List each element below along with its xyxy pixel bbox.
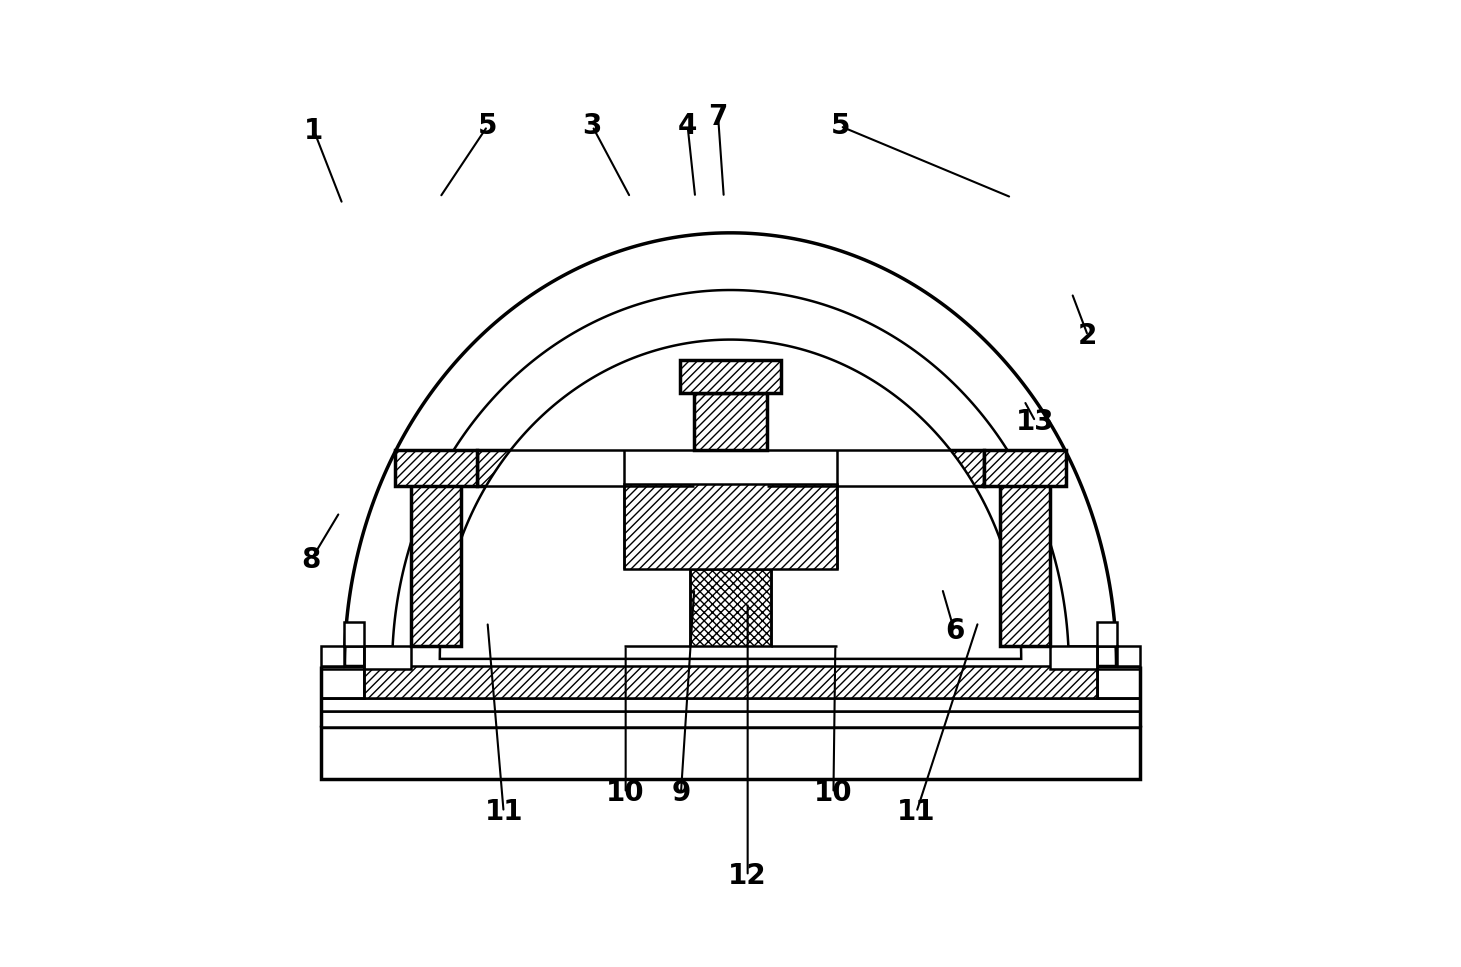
- Bar: [1001, 479, 1050, 646]
- Bar: [691, 570, 770, 646]
- Bar: [694, 393, 767, 451]
- Polygon shape: [1050, 646, 1097, 669]
- Bar: [411, 479, 460, 646]
- Polygon shape: [320, 622, 364, 666]
- Bar: [320, 698, 1141, 712]
- Text: 10: 10: [606, 779, 644, 807]
- Bar: [679, 360, 782, 393]
- Bar: [364, 646, 1097, 698]
- Text: 12: 12: [729, 863, 767, 891]
- Text: 8: 8: [301, 545, 321, 573]
- Text: 11: 11: [485, 799, 523, 827]
- Bar: [476, 451, 985, 486]
- Bar: [320, 712, 1141, 726]
- Text: 9: 9: [671, 779, 691, 807]
- Polygon shape: [320, 669, 364, 698]
- Text: 11: 11: [897, 799, 935, 827]
- Text: 5: 5: [478, 112, 497, 140]
- Text: 3: 3: [583, 112, 602, 140]
- Bar: [985, 451, 1067, 486]
- Text: 13: 13: [1017, 407, 1055, 435]
- Bar: [624, 484, 837, 570]
- Text: 2: 2: [1078, 322, 1097, 350]
- Text: 5: 5: [830, 112, 850, 140]
- Text: 1: 1: [304, 117, 324, 145]
- Text: 10: 10: [814, 779, 853, 807]
- Bar: [394, 451, 476, 486]
- Polygon shape: [1097, 669, 1141, 698]
- Polygon shape: [1097, 622, 1141, 666]
- Bar: [320, 726, 1141, 779]
- Polygon shape: [345, 233, 1116, 666]
- Text: 4: 4: [678, 112, 697, 140]
- Text: 6: 6: [945, 617, 964, 645]
- Text: 7: 7: [709, 103, 728, 131]
- Polygon shape: [364, 646, 411, 669]
- Polygon shape: [392, 290, 1069, 666]
- Polygon shape: [440, 339, 1021, 659]
